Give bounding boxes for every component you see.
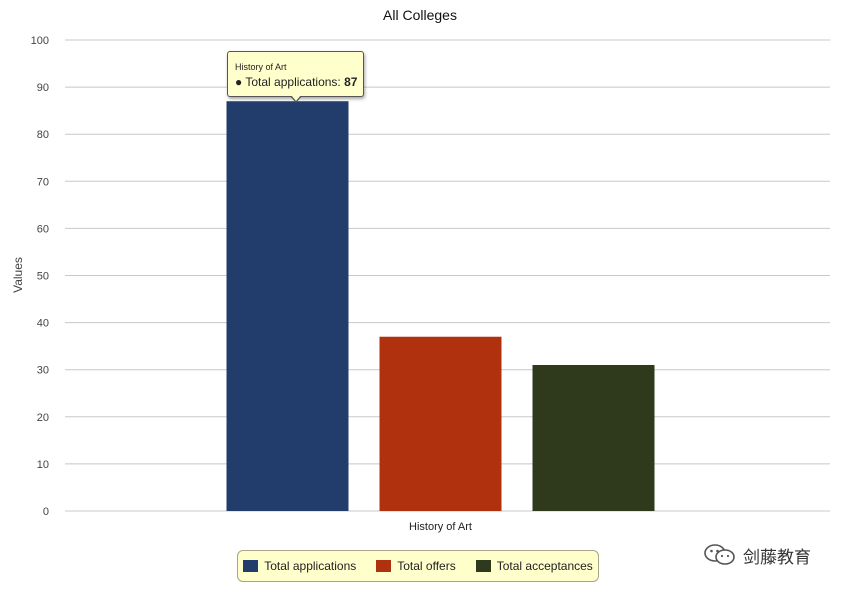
y-tick-label: 30 (37, 365, 49, 377)
legend-label-offers: Total offers (397, 559, 456, 573)
y-tick-label: 10 (37, 459, 49, 471)
y-tick-label: 80 (37, 129, 49, 141)
legend-swatch-applications (243, 560, 259, 572)
legend-label-acceptances: Total acceptances (496, 559, 593, 573)
bar-total-offers[interactable] (379, 336, 502, 511)
bar-total-acceptances[interactable] (532, 364, 655, 511)
y-tick-label: 100 (31, 35, 49, 47)
tooltip-arrow-fill (291, 95, 301, 101)
watermark-text: 剑藤教育 (743, 547, 811, 567)
wechat-icon (704, 544, 735, 565)
tooltip-value: 87 (344, 75, 358, 89)
legend-item-total-offers[interactable]: Total offers (376, 559, 456, 573)
tooltip-series-label: Total applications: (245, 75, 341, 89)
y-tick-label: 70 (37, 176, 49, 188)
bar-total-applications[interactable] (226, 101, 349, 511)
legend-swatch-offers (376, 560, 392, 572)
y-tick-label: 40 (37, 318, 49, 330)
x-axis-categories: History of Art (409, 521, 472, 533)
legend-swatch-acceptances (475, 560, 491, 572)
watermark: 剑藤教育 (703, 542, 811, 568)
x-category-label: History of Art (409, 521, 472, 533)
y-tick-label: 0 (43, 506, 49, 518)
y-tick-label: 50 (37, 271, 49, 283)
legend-item-total-applications[interactable]: Total applications (243, 559, 356, 573)
tooltip-value-line: ● Total applications: 87 (235, 75, 358, 89)
bar-tooltip: History of Art ● Total applications: 87 (227, 51, 364, 103)
tooltip-bullet: ● (235, 75, 243, 89)
legend-item-total-acceptances[interactable]: Total acceptances (475, 559, 593, 573)
legend-label-applications: Total applications (264, 559, 357, 573)
y-axis-ticks: 0 10 20 30 40 50 60 70 80 90 100 (31, 35, 49, 518)
y-tick-label: 20 (37, 412, 49, 424)
gridlines (65, 39, 830, 512)
y-axis-label: Values (11, 257, 25, 293)
y-tick-label: 90 (37, 82, 49, 94)
chart-title: All Colleges (383, 7, 457, 23)
y-tick-label: 60 (37, 223, 49, 235)
tooltip-category: History of Art (235, 62, 287, 72)
chart-legend: Total applications Total offers Total ac… (237, 550, 599, 582)
bars (226, 101, 655, 511)
